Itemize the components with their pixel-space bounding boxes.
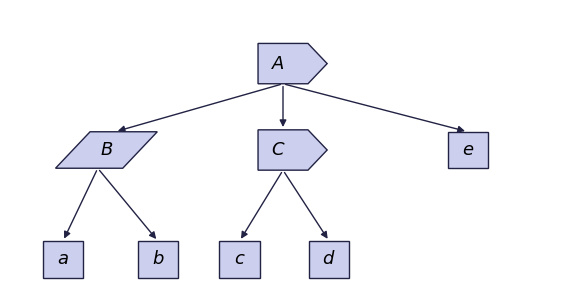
Text: $A$: $A$ <box>271 55 285 73</box>
Polygon shape <box>55 132 157 168</box>
Polygon shape <box>220 241 260 278</box>
Polygon shape <box>43 241 83 278</box>
Text: $e$: $e$ <box>462 141 474 159</box>
Text: $c$: $c$ <box>234 250 245 268</box>
Text: $B$: $B$ <box>100 141 113 159</box>
Text: $b$: $b$ <box>152 250 164 268</box>
Polygon shape <box>258 130 327 170</box>
Text: $C$: $C$ <box>271 141 285 159</box>
Text: $d$: $d$ <box>323 250 336 268</box>
Polygon shape <box>258 44 327 84</box>
Polygon shape <box>309 241 349 278</box>
Polygon shape <box>448 132 488 168</box>
Text: $a$: $a$ <box>57 250 69 268</box>
Polygon shape <box>138 241 178 278</box>
